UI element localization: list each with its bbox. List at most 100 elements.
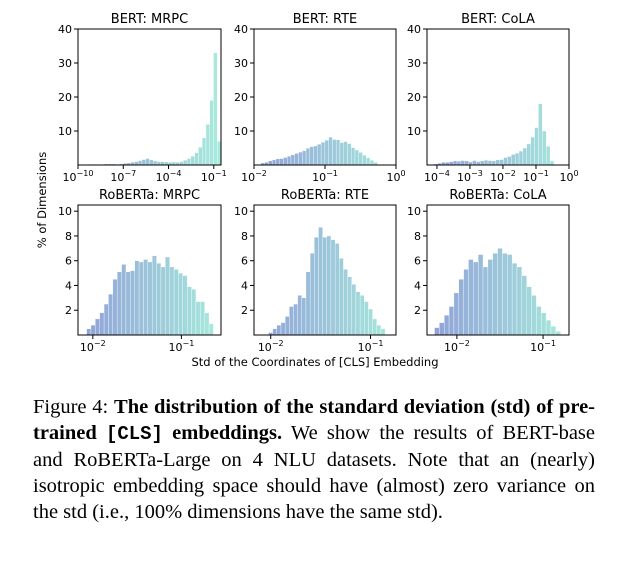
histogram-bar (339, 142, 344, 166)
histogram-bar (103, 303, 109, 336)
histogram-bar (130, 270, 135, 336)
x-tick-label: 10−2 (258, 339, 284, 354)
histogram-bar (112, 279, 118, 336)
histogram-bar (298, 151, 303, 166)
y-tick-label: 8 (241, 230, 248, 243)
histogram-bar (460, 160, 465, 166)
x-tick-label: 10−1 (201, 169, 227, 184)
histogram-bar (534, 127, 539, 166)
caption-code-cls: [CLS] (105, 423, 163, 445)
histogram-bar (191, 289, 197, 336)
histogram-bar (546, 146, 551, 166)
y-tick-label: 2 (414, 304, 421, 317)
histogram-bar (143, 259, 148, 336)
histogram-bar (309, 146, 314, 166)
y-tick-label: 2 (65, 304, 72, 317)
histogram-bar (380, 328, 386, 336)
histogram-bar (301, 297, 307, 336)
histogram-bar (362, 154, 367, 166)
histogram-bar (156, 263, 162, 336)
chart-panel: 2 4 6 8 10 10−2 10−1 RoBERTa: CoLA (407, 188, 570, 354)
histogram-bar (108, 293, 113, 336)
histogram-bar (138, 261, 144, 336)
histogram-bar (290, 154, 295, 166)
x-tick-label: 10−4 (156, 169, 182, 184)
histogram-bar (324, 140, 329, 166)
histogram-bar (453, 292, 459, 336)
histogram-bar (326, 235, 332, 336)
x-tick-label: 10−2 (80, 339, 106, 354)
y-tick-label: 40 (407, 23, 421, 36)
axes-frame (77, 204, 222, 336)
histogram-bar (354, 149, 359, 166)
histogram-bar (305, 148, 310, 166)
histogram-bar (297, 295, 302, 336)
histogram-bar (314, 237, 319, 336)
panel-title: RoBERTa: MRPC (99, 188, 200, 203)
histogram-bar (355, 291, 361, 336)
histogram-bar (309, 253, 315, 336)
histogram-bar (343, 141, 348, 166)
histogram-bar (434, 327, 440, 336)
histogram-bar (271, 159, 277, 166)
chart-panel: 10 20 30 40 10−2 10−1 100 BERT: RTE (234, 12, 406, 184)
y-tick-label: 6 (241, 255, 248, 268)
axes-frame (426, 204, 570, 336)
histogram-bar (449, 161, 454, 166)
histogram-bar (294, 153, 299, 166)
histogram-bar (499, 159, 504, 166)
histogram-bar (444, 315, 450, 336)
histogram-bar (372, 318, 377, 336)
y-tick-label: 4 (414, 279, 421, 292)
histogram-bar (347, 143, 352, 166)
histogram-bar (313, 145, 318, 166)
y-tick-label: 4 (241, 279, 248, 292)
histogram-bar (205, 124, 210, 166)
axes-frame (253, 204, 397, 336)
histogram-bar (173, 269, 179, 336)
histogram-bar (351, 147, 356, 166)
histogram-bar (317, 144, 322, 166)
y-tick-label: 8 (65, 230, 72, 243)
histogram-bar (473, 261, 479, 336)
chart-panel: 10 20 30 40 10−4 10−3 10−2 10−1 100 BERT: CoLA (407, 12, 579, 184)
histogram-bar (194, 152, 199, 166)
histogram-bar (339, 258, 344, 336)
y-tick-label: 40 (58, 23, 72, 36)
chart-panel: 2 4 6 8 10 10−2 10−1 RoBERTa: RTE (234, 188, 397, 354)
histogram-bar (165, 256, 170, 336)
panel-title: BERT: MRPC (111, 12, 188, 27)
caption-body: We show the results of BERT-base and RoB… (33, 422, 596, 523)
histogram-bar (541, 312, 547, 336)
histogram-bar (293, 303, 298, 336)
histogram-bar (202, 137, 207, 166)
y-tick-label: 10 (234, 205, 248, 218)
histogram-bar (90, 324, 96, 336)
histogram-bar (204, 312, 210, 336)
y-tick-label: 2 (241, 304, 248, 317)
histogram-bar (550, 326, 556, 336)
x-tick-label: 10−1 (312, 169, 338, 184)
histogram-bar (195, 301, 201, 336)
histogram-bar (134, 161, 139, 166)
x-tick-label: 10−1 (530, 339, 556, 354)
histogram-bar (507, 156, 512, 166)
histogram-bar (476, 161, 481, 166)
histogram-bar (169, 266, 175, 336)
histogram-bar (522, 147, 527, 166)
y-tick-label: 20 (407, 91, 421, 104)
histogram-bar (322, 237, 327, 336)
histogram-bar (272, 328, 277, 336)
x-tick-label: 10−2 (444, 339, 470, 354)
histogram-bar (217, 141, 222, 166)
caption-bold-title: The distribution of the standard deviati… (33, 396, 595, 444)
histogram-bar (495, 159, 500, 166)
histogram-bar (275, 158, 280, 166)
histogram-bar (134, 260, 140, 336)
y-axis-label: % of Dimensions (35, 152, 49, 248)
histogram-bar (283, 157, 288, 166)
histogram-bar (145, 158, 150, 166)
histogram-bar (268, 160, 273, 166)
histogram-bar (186, 158, 192, 166)
histogram-bar (358, 152, 363, 166)
